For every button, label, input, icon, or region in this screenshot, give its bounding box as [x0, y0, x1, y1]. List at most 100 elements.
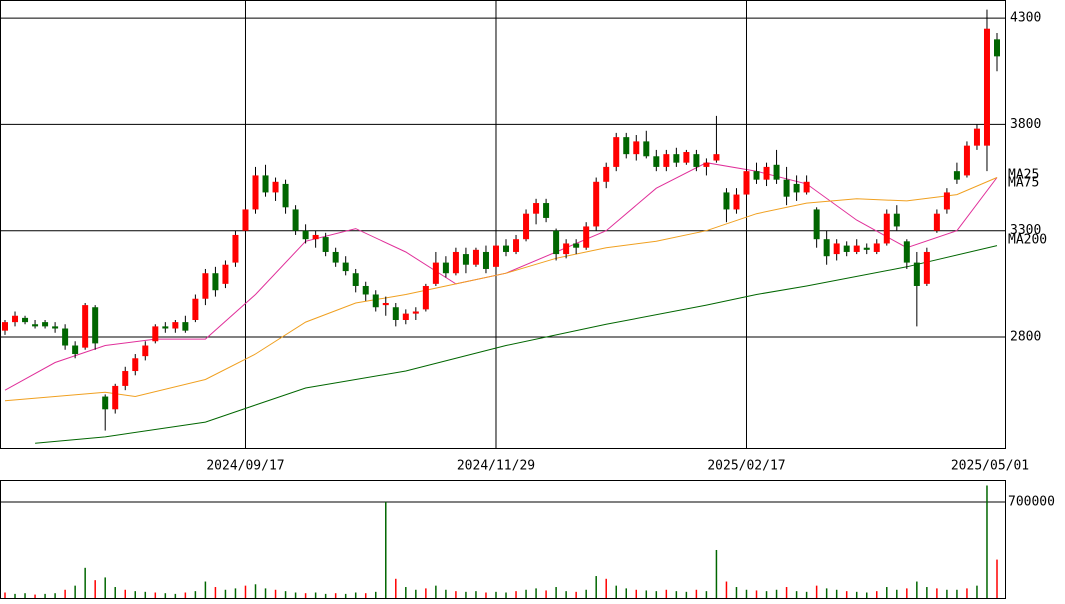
candle-body: [593, 181, 600, 227]
candle-body: [773, 164, 780, 180]
candle-body: [302, 230, 309, 240]
candle-body: [112, 385, 119, 410]
candle-body: [12, 315, 19, 323]
candle-body: [442, 262, 449, 274]
candle-body: [843, 245, 850, 252]
candle-body: [402, 313, 409, 320]
volume-panel: [0, 480, 1006, 599]
y-tick-label: 3800: [1010, 117, 1041, 132]
candle-body: [623, 137, 630, 155]
candle-body: [92, 307, 99, 344]
moving-average-line: [4, 177, 998, 402]
candle-body: [763, 166, 770, 180]
candle-body: [32, 324, 39, 327]
candle-body: [212, 273, 219, 291]
candle-body: [543, 203, 550, 218]
candle-body: [653, 156, 660, 167]
candle-body: [362, 285, 369, 295]
candle-body: [703, 162, 710, 167]
candle-body: [322, 237, 329, 252]
candle-body: [82, 305, 89, 348]
candle-body: [42, 322, 49, 327]
candle-body: [943, 192, 950, 210]
candle-body: [953, 171, 960, 180]
candle-body: [182, 322, 189, 331]
candle-body: [462, 254, 469, 265]
price-panel: [0, 0, 1006, 449]
candle-body: [803, 181, 810, 193]
candle-body: [172, 322, 179, 329]
legend-label: MA200: [1008, 233, 1047, 248]
y-tick-label: 2800: [1010, 330, 1041, 345]
candle-body: [482, 251, 489, 269]
legend-label: MA25: [1008, 168, 1039, 183]
candle-body: [673, 154, 680, 163]
candle-body: [142, 345, 149, 357]
candle-body: [422, 285, 429, 310]
candle-body: [472, 249, 479, 265]
candle-body: [523, 213, 530, 240]
candle-body: [122, 371, 129, 386]
candle-body: [492, 245, 499, 267]
x-tick-label: 2025/02/17: [707, 459, 785, 474]
candle-body: [613, 137, 620, 167]
candle-body: [853, 245, 860, 252]
candle-body: [713, 154, 720, 161]
candle-body: [312, 234, 319, 240]
legend-label: MA75: [1008, 176, 1039, 191]
candle-body: [963, 145, 970, 176]
moving-average-line: [35, 245, 998, 444]
candle-body: [252, 175, 259, 210]
volume-tick-label: 700000: [1008, 494, 1055, 509]
candle-body: [292, 209, 299, 231]
candle-body: [683, 152, 690, 163]
candle-body: [753, 171, 760, 180]
candle-body: [893, 213, 900, 227]
x-tick-label: 2024/09/17: [206, 459, 284, 474]
candle-body: [643, 141, 650, 157]
candle-body: [232, 234, 239, 263]
candle-body: [813, 209, 820, 240]
candle-body: [2, 322, 8, 331]
candle-body: [583, 226, 590, 248]
candle-body: [332, 251, 339, 263]
candle-body: [573, 243, 580, 248]
candle-body: [903, 241, 910, 263]
candle-body: [262, 175, 269, 193]
candle-body: [352, 273, 359, 286]
candle-body: [392, 307, 399, 320]
candle-body: [923, 251, 930, 284]
y-tick-label: 4300: [1010, 11, 1041, 26]
candle-body: [513, 239, 520, 252]
candle-body: [202, 273, 209, 299]
candle-body: [382, 302, 389, 306]
candle-body: [913, 262, 920, 286]
candle-body: [62, 328, 69, 346]
candle-body: [503, 245, 510, 252]
candle-body: [793, 183, 800, 193]
candle-body: [432, 262, 439, 284]
candle-body: [723, 192, 730, 210]
candle-body: [282, 183, 289, 208]
candle-body: [102, 396, 109, 410]
candle-body: [933, 213, 940, 231]
candle-body: [272, 181, 279, 193]
candle-body: [733, 194, 740, 210]
candle-body: [52, 326, 59, 329]
candle-body: [973, 128, 980, 146]
candle-body: [152, 326, 159, 342]
candle-body: [563, 243, 570, 255]
candle-body: [342, 262, 349, 272]
candle-body: [372, 294, 379, 308]
candle-body: [873, 243, 880, 252]
candle-body: [743, 171, 750, 195]
candle-body: [412, 311, 419, 314]
x-tick-label: 2024/11/29: [457, 459, 535, 474]
x-tick-label: 2025/05/01: [951, 459, 1029, 474]
candle-body: [663, 154, 670, 167]
candle-body: [553, 230, 560, 255]
candle-body: [693, 154, 700, 167]
candle-body: [863, 247, 870, 250]
candle-body: [192, 298, 199, 320]
candle-body: [452, 251, 459, 274]
